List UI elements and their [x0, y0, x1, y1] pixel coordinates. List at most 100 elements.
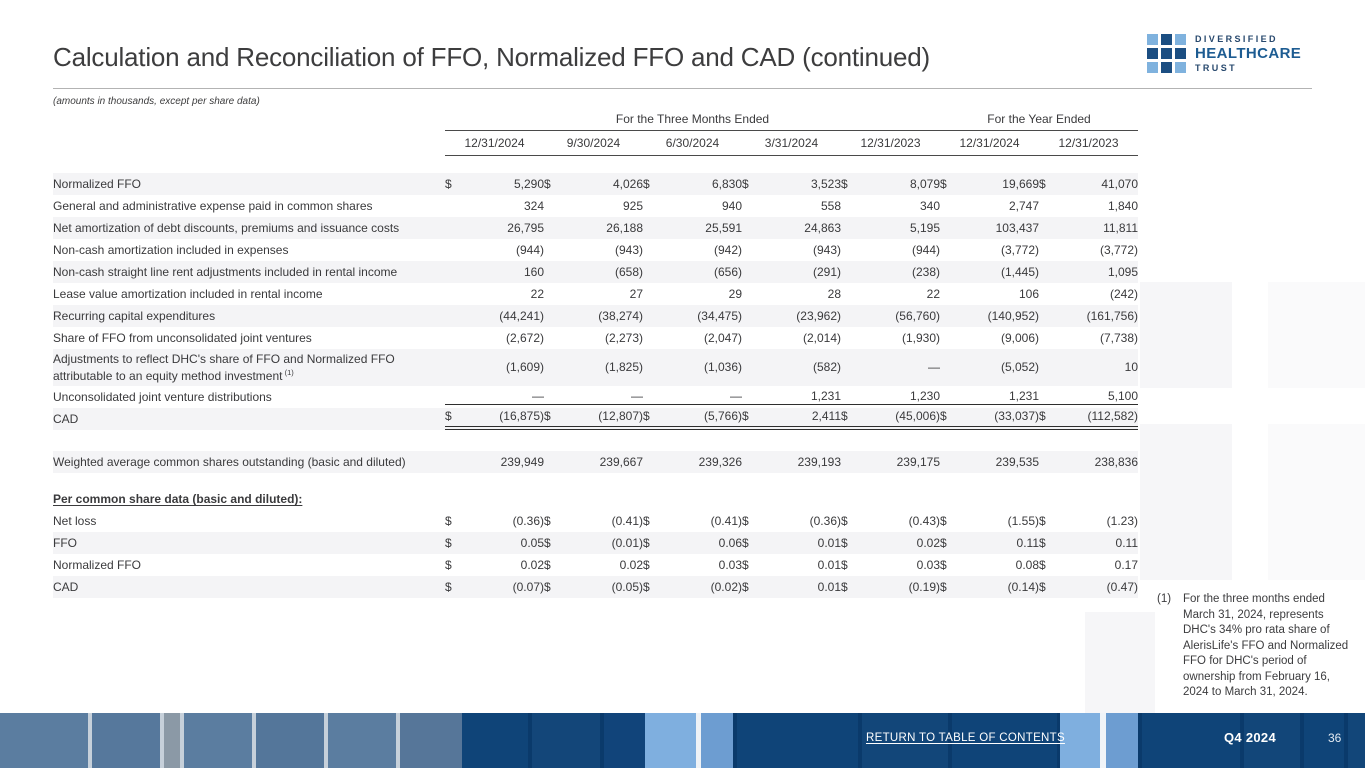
row-label: Normalized FFO — [53, 177, 142, 191]
currency-symbol: $ — [643, 535, 650, 550]
value-cell — [841, 488, 940, 510]
currency-symbol: $ — [742, 579, 749, 594]
cell-value: (23,962) — [796, 308, 841, 323]
value-cell: 29 — [643, 283, 742, 305]
currency-symbol: $ — [1039, 535, 1046, 550]
logo-square — [1147, 48, 1158, 59]
value-cell-inner: (3,772) — [940, 243, 1039, 258]
cell-value: (16,875) — [499, 408, 544, 423]
value-cell: (582) — [742, 349, 841, 386]
row-label: Weighted average common shares outstandi… — [53, 455, 406, 469]
cell-value: 26,795 — [507, 220, 544, 235]
value-cell: $ (0.43) — [841, 510, 940, 532]
value-cell: 11,811 — [1039, 217, 1139, 239]
cell-value: (0.36) — [809, 513, 841, 528]
value-cell-inner: $0.11 — [1039, 536, 1138, 551]
financial-table-header: For the Three Months Ended For the Year E… — [53, 110, 1139, 173]
cell-value: 239,535 — [995, 454, 1039, 469]
currency-symbol: $ — [544, 176, 551, 191]
cell-value: 5,195 — [909, 220, 940, 235]
cell-value: (1.23) — [1106, 513, 1139, 528]
cell-value: (0.47) — [1106, 579, 1139, 594]
value-cell-inner: $3,523 — [742, 177, 841, 192]
value-cell-inner: $0.03 — [643, 558, 742, 573]
value-cell: (238) — [841, 261, 940, 283]
value-cell-inner — [643, 499, 742, 500]
row-label-cell: Normalized FFO — [53, 554, 445, 576]
cell-value: 25,591 — [705, 220, 742, 235]
currency-symbol: $ — [841, 513, 848, 528]
value-cell: $0.01 — [742, 554, 841, 576]
value-cell-inner: (2,047) — [643, 331, 742, 346]
value-cell: $0.01 — [742, 532, 841, 554]
value-cell: 1,231 — [742, 386, 841, 408]
table-row: Recurring capital expenditures (44,241) (3… — [53, 305, 1139, 327]
cell-value: (0.14) — [1007, 579, 1039, 594]
value-cell-inner: (2,014) — [742, 331, 841, 346]
value-cell-inner: 5,195 — [841, 221, 940, 236]
currency-symbol: $ — [742, 176, 749, 191]
value-cell-inner: 239,193 — [742, 455, 841, 470]
value-cell: 1,230 — [841, 386, 940, 408]
footnote: (1) For the three months ended March 31,… — [1157, 592, 1357, 701]
cell-value: 0.17 — [1114, 557, 1139, 572]
cell-value: (5,052) — [1000, 360, 1039, 374]
cell-value: (0.43) — [908, 513, 940, 528]
table-row: Unconsolidated joint venture distributio… — [53, 386, 1139, 408]
date-header-label: 3/31/2024 — [742, 132, 841, 156]
value-cell-inner: (2,672) — [445, 331, 544, 346]
background-decoration — [1085, 612, 1155, 713]
value-cell: (161,756) — [1039, 305, 1139, 327]
date-header-cell: 12/31/2023 — [841, 132, 940, 156]
currency-symbol: $ — [841, 557, 848, 572]
cell-value: 5,290 — [513, 176, 544, 191]
table-row: FFO $0.05 $ (0.01) $0.06 $0.01 $0.02 $0.11 $0.11 — [53, 532, 1139, 554]
value-cell-inner: (944) — [841, 243, 940, 258]
cell-value: 103,437 — [995, 220, 1039, 235]
cell-value: (2,273) — [604, 330, 643, 345]
value-cell — [643, 488, 742, 510]
value-cell: 239,326 — [643, 451, 742, 473]
value-cell — [940, 488, 1039, 510]
value-cell-inner: $ (0.41) — [544, 514, 643, 529]
table-row: Lease value amortization included in ren… — [53, 283, 1138, 305]
date-header-row: 12/31/2024 9/30/2024 6/30/2024 3/31/2024 12/… — [53, 132, 1139, 156]
table-row: Normalized FFO $5,290 $4,026 $6,830 $3,523 $8… — [53, 173, 1139, 195]
logo-square — [1147, 62, 1158, 73]
cell-value: 238,836 — [1094, 454, 1139, 469]
value-cell-inner: 5,100 — [1039, 389, 1139, 405]
cell-value: (944) — [515, 242, 544, 257]
currency-symbol: $ — [1039, 579, 1046, 594]
value-cell: $8,079 — [841, 173, 940, 195]
value-cell: 22 — [445, 283, 544, 305]
return-to-toc-link[interactable]: RETURN TO TABLE OF CONTENTS — [866, 732, 1065, 744]
currency-symbol: $ — [643, 408, 650, 423]
value-cell: $0.02 — [544, 554, 643, 576]
cell-value: 2,747 — [1008, 198, 1039, 213]
value-cell: (943) — [544, 239, 643, 261]
currency-symbol: $ — [445, 579, 452, 594]
row-label-cell: Recurring capital expenditures — [53, 305, 445, 327]
value-cell-inner: $ (45,006) — [841, 409, 940, 430]
value-cell-inner: $8,079 — [841, 177, 940, 192]
value-cell-inner — [940, 499, 1039, 500]
currency-symbol: $ — [445, 557, 452, 572]
currency-symbol: $ — [1039, 176, 1046, 191]
value-cell: (291) — [742, 261, 841, 283]
logo-square — [1161, 62, 1172, 73]
value-cell: $ (112,582) — [1039, 408, 1139, 430]
row-label-cell: Unconsolidated joint venture distributio… — [53, 386, 445, 408]
value-cell: $ (0.14) — [940, 576, 1039, 598]
value-cell-inner: $0.17 — [1039, 558, 1138, 573]
currency-symbol: $ — [841, 176, 848, 191]
value-cell-inner: 1,231 — [742, 389, 841, 405]
cell-value: (45,006) — [895, 408, 940, 423]
currency-symbol: $ — [940, 176, 947, 191]
value-cell-inner: $0.03 — [841, 558, 940, 573]
value-cell: 22 — [841, 283, 940, 305]
column-group-header: For the Year Ended — [940, 110, 1139, 132]
value-cell-inner: $0.02 — [841, 536, 940, 551]
value-cell: 238,836 — [1039, 451, 1139, 473]
logo-square — [1161, 48, 1172, 59]
